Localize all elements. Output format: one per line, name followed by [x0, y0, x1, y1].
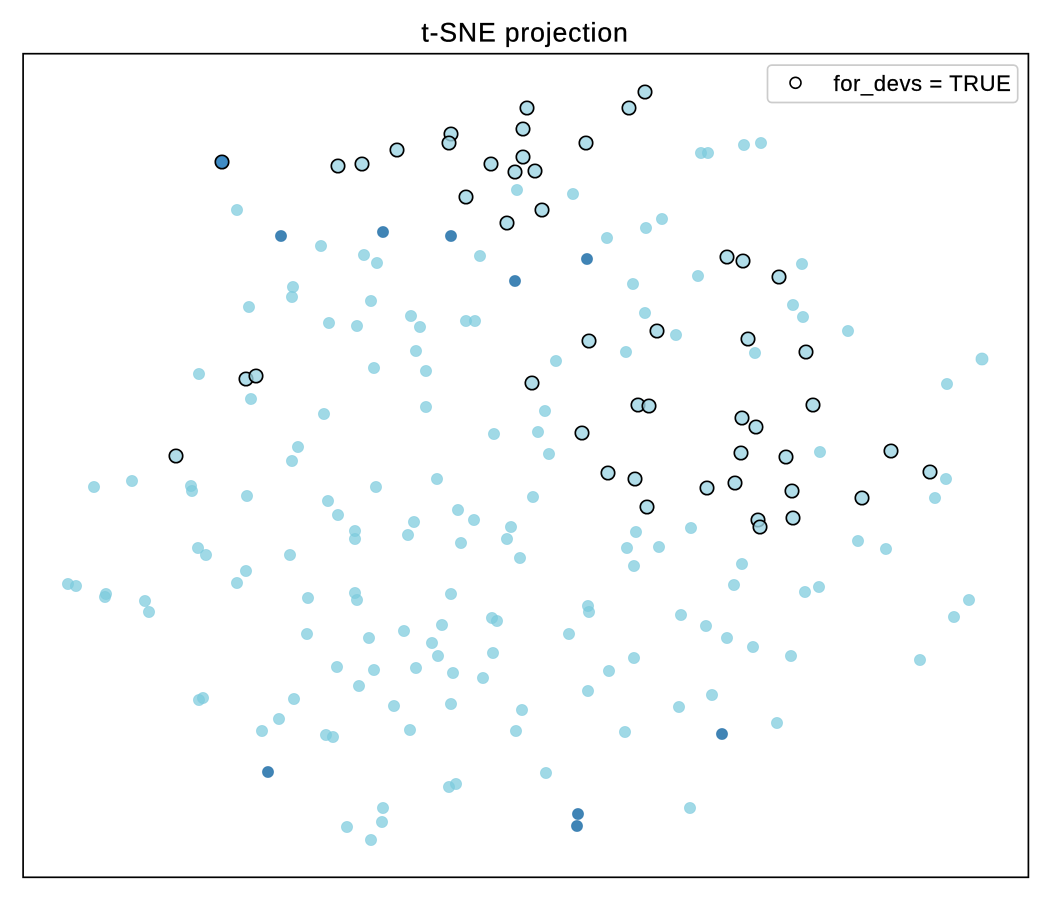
- svg-text:t-SNE projection: t-SNE projection: [421, 18, 628, 48]
- svg-text:for_devs = TRUE: for_devs = TRUE: [834, 71, 1012, 96]
